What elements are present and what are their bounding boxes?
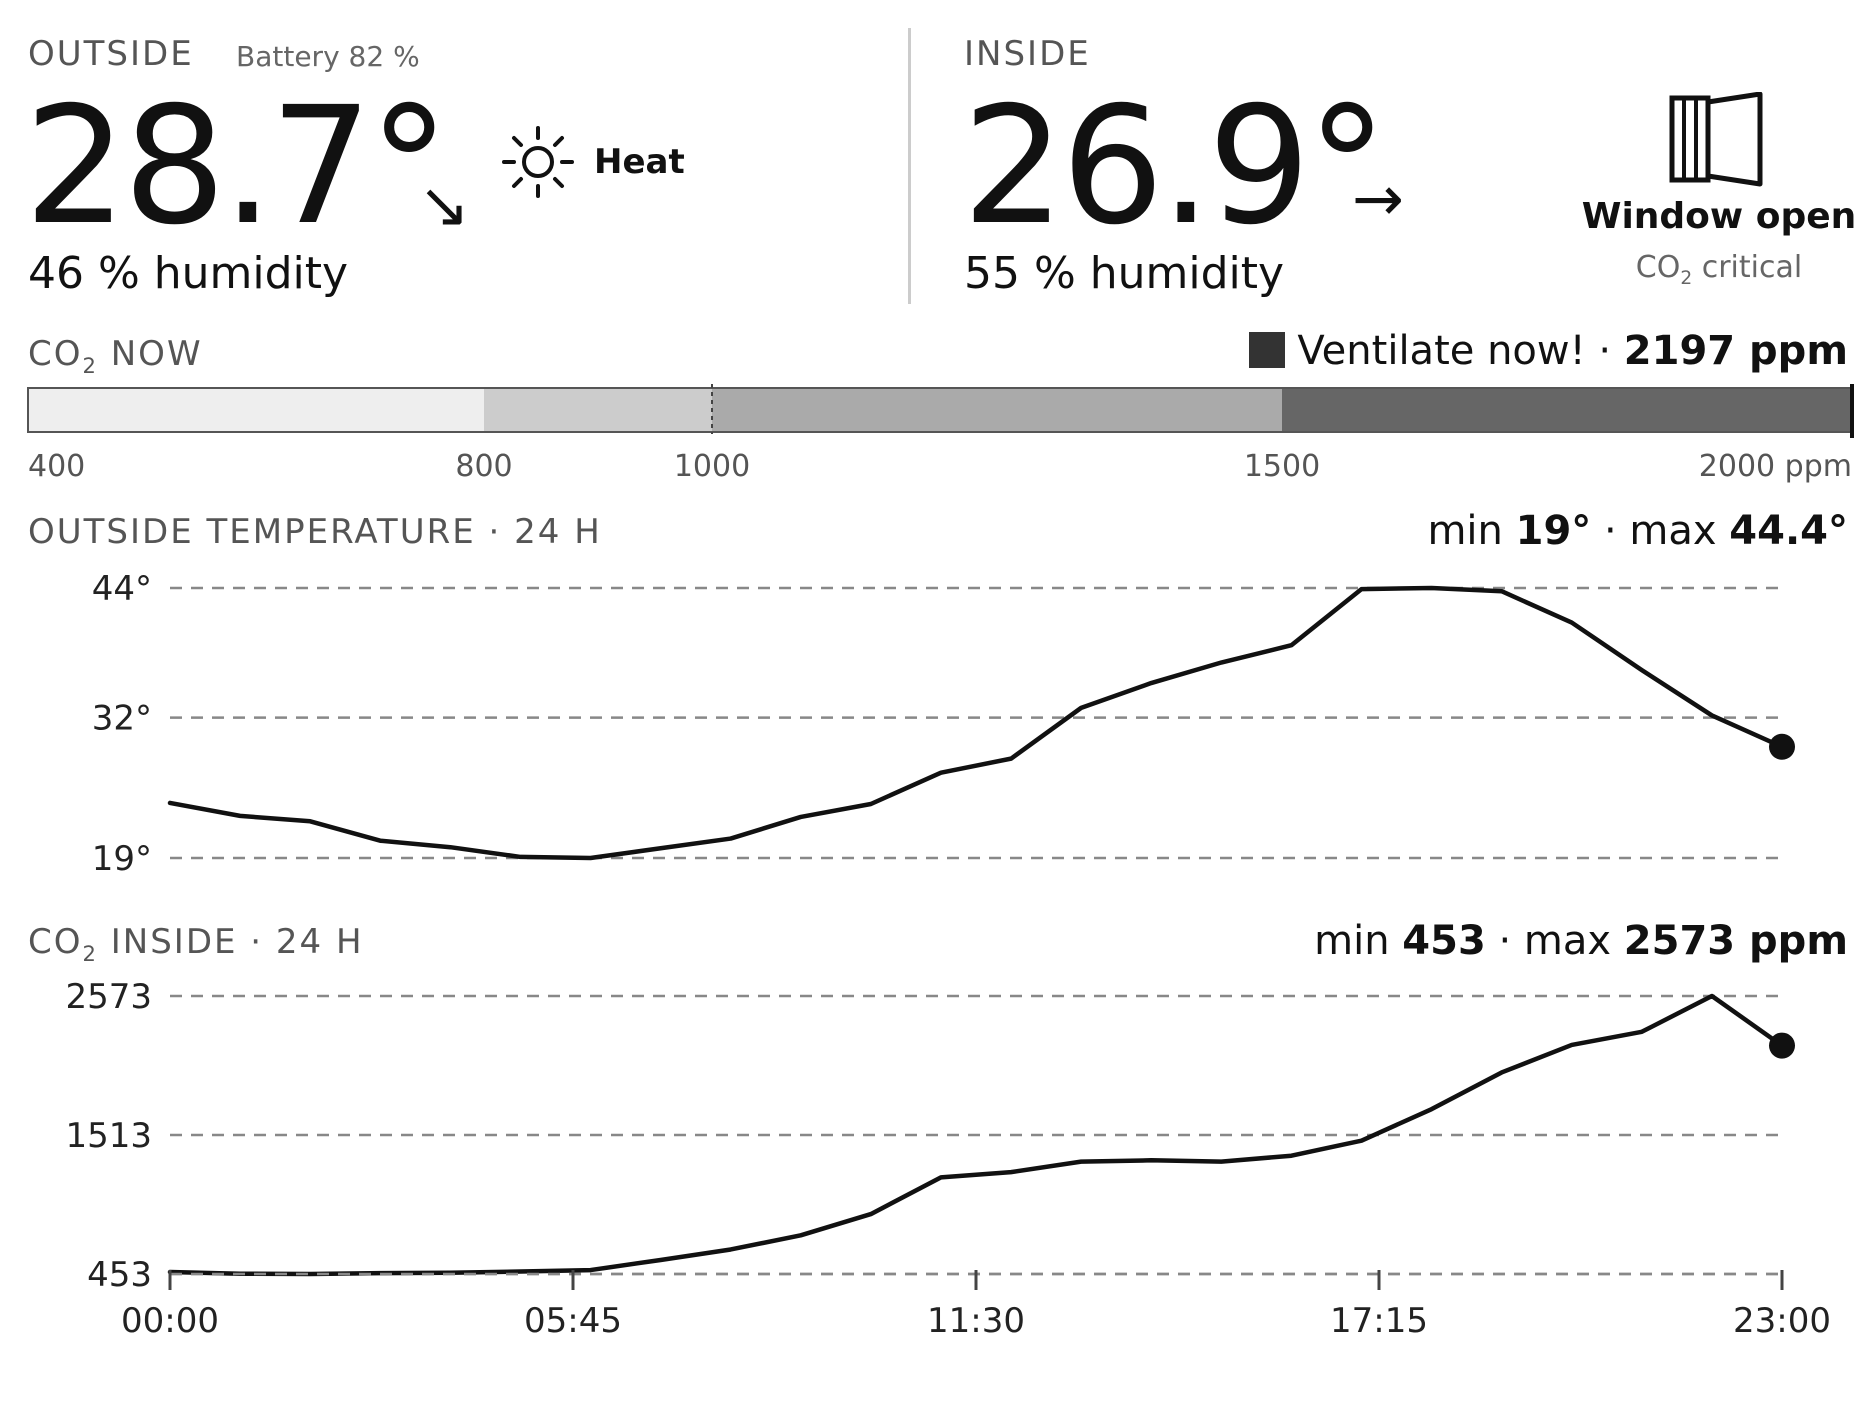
inside-temperature: 26.9° [962,73,1388,261]
temp-min-label: min [1427,508,1516,554]
co2-status-note: CO2 critical [1560,250,1872,289]
panel-divider [908,28,911,304]
current-value-dot [1769,1032,1795,1059]
co2-band-0 [28,388,484,432]
co2-now-value: 2197 ppm [1623,328,1848,374]
x-tick-label: 05:45 [524,1301,622,1341]
co2-line-chart: 2573 1513 453 00:00 05:45 11:30 17:15 23:00 [65,977,1831,1341]
outside-trend-arrow: ↘ [418,168,470,241]
temp-max-label: · max [1591,508,1730,554]
co2-chart-title-subscript: 2 [82,940,98,966]
outside-humidity: 46 % humidity [28,248,349,299]
outside-label: OUTSIDE [28,34,194,74]
window-open-icon [1666,91,1766,188]
co2-status-note-suffix: critical [1692,250,1803,285]
co2-now-label-suffix: NOW [97,334,203,374]
co2-max-value: 2573 ppm [1623,918,1848,964]
y-tick-label: 2573 [65,977,152,1017]
co2-scale-label: 1500 [1244,449,1320,484]
co2-chart-minmax: min 453 · max 2573 ppm [1314,918,1848,964]
y-tick-label: 1513 [65,1116,152,1156]
co2-now-status-text: Ventilate now! · [1297,328,1624,374]
temp-chart-minmax: min 19° · max 44.4° [1427,508,1848,554]
battery-status: Battery 82 % [236,40,420,73]
co2-level-bar: 400 800 1000 1500 2000 ppm [27,384,1854,484]
inside-humidity: 55 % humidity [964,248,1285,299]
co2-status-note-subscript: 2 [1680,268,1693,289]
y-tick-label: 44° [92,569,152,609]
co2-chart-title: CO2 INSIDE · 24 H [28,922,364,966]
co2-min-value: 453 [1402,918,1486,964]
temp-min-value: 19° [1515,508,1592,554]
y-tick-label: 19° [92,839,152,879]
co2-max-label: · max [1485,918,1624,964]
x-tick-label: 11:30 [927,1301,1025,1341]
co2-band-1 [484,388,712,432]
co2-now-label-text: CO [28,334,83,374]
window-status: Window open [1581,196,1857,237]
co2-scale-label: 1000 [674,449,750,484]
co2-scale-label: 2000 ppm [1699,449,1852,484]
weather-label: Heat [594,142,685,182]
inside-label: INSIDE [964,34,1091,74]
co2-status-note-text: CO [1635,250,1681,285]
series-line [167,585,1785,861]
series-line [167,993,1785,1277]
co2-scale-label: 400 [28,449,85,484]
temp-chart-title: OUTSIDE TEMPERATURE · 24 H [28,512,602,552]
inside-trend-arrow: → [1352,162,1404,235]
x-tick-label: 23:00 [1733,1301,1831,1341]
co2-scale-label: 800 [455,449,512,484]
co2-min-label: min [1314,918,1403,964]
co2-level-swatch [1249,332,1286,368]
temp-max-value: 44.4° [1729,508,1848,554]
current-value-dot [1769,733,1795,760]
sun-icon [500,124,576,200]
outside-temperature: 28.7° [24,73,450,261]
y-tick-label: 453 [87,1255,152,1295]
x-tick-label: 17:15 [1330,1301,1428,1341]
co2-now-status: Ventilate now! · 2197 ppm [1249,328,1848,374]
co2-chart-title-suffix: INSIDE · 24 H [97,922,364,962]
co2-now-label: CO2 NOW [28,334,203,378]
co2-band-3 [1282,388,1852,432]
y-tick-label: 32° [92,699,152,739]
co2-band-2 [712,388,1282,432]
temp-line-chart: 44° 32° 19° [92,569,1795,879]
co2-now-label-subscript: 2 [82,352,98,378]
x-tick-label: 00:00 [121,1301,219,1341]
co2-chart-title-text: CO [28,922,83,962]
